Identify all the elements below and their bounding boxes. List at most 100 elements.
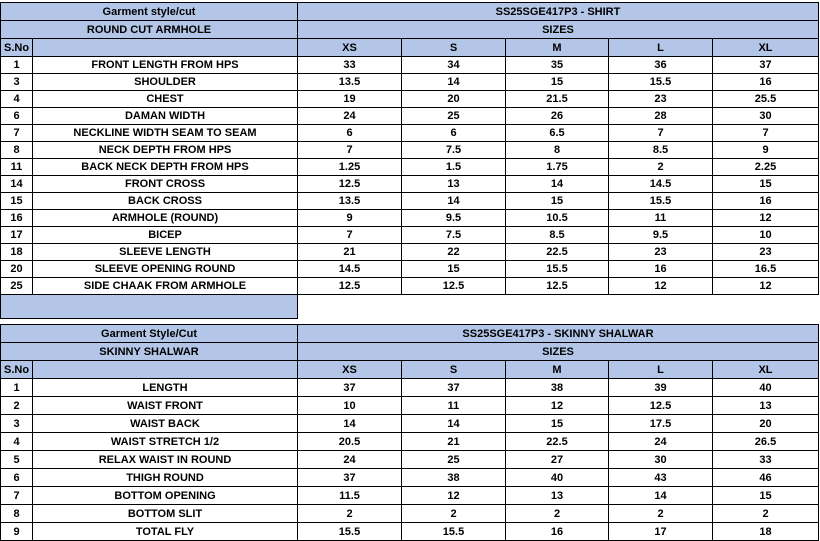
measurement-value: 12 [608, 277, 713, 295]
sno: 14 [0, 175, 33, 193]
sno: 8 [0, 504, 33, 523]
measurement-value: 37 [712, 56, 819, 74]
measurement-value: 27 [505, 450, 609, 469]
measurement-value: 15.5 [608, 73, 713, 91]
sno: 4 [0, 90, 33, 108]
measurement-value: 11.5 [297, 486, 402, 505]
measurement-value: 24 [297, 450, 402, 469]
measurement-value: 11 [401, 396, 506, 415]
size-header: XS [297, 360, 402, 379]
measurement-value: 30 [712, 107, 819, 125]
measurement-value: 12.5 [608, 396, 713, 415]
size-header: M [505, 360, 609, 379]
measurement-value: 9.5 [608, 226, 713, 244]
size-header: S [401, 360, 506, 379]
measurement-value: 25 [401, 107, 506, 125]
measurement-value: 9 [297, 209, 402, 227]
measurement-value: 12.5 [297, 277, 402, 295]
sno-header: S.No [0, 360, 33, 379]
measurement-value: 16 [608, 260, 713, 278]
measurement-name: SIDE CHAAK FROM ARMHOLE [32, 277, 298, 295]
blank-header [32, 38, 298, 57]
size-header: XL [712, 360, 819, 379]
measurement-value: 15.5 [401, 522, 506, 541]
sno: 11 [0, 158, 33, 176]
measurement-value: 21 [401, 432, 506, 451]
measurement-value: 15.5 [505, 260, 609, 278]
measurement-value: 22.5 [505, 243, 609, 261]
measurement-value: 13.5 [297, 192, 402, 210]
sno: 6 [0, 107, 33, 125]
sno: 7 [0, 486, 33, 505]
measurement-value: 10.5 [505, 209, 609, 227]
measurement-value: 6 [401, 124, 506, 142]
measurement-value: 11 [608, 209, 713, 227]
measurement-value: 15 [505, 73, 609, 91]
sno-header: S.No [0, 38, 33, 57]
measurement-value: 16 [712, 73, 819, 91]
sno: 25 [0, 277, 33, 295]
measurement-value: 2 [505, 504, 609, 523]
measurement-value: 7 [712, 124, 819, 142]
measurement-value: 37 [297, 378, 402, 397]
sno: 2 [0, 396, 33, 415]
measurement-value: 12 [505, 396, 609, 415]
measurement-value: 14 [401, 192, 506, 210]
cut-label: SKINNY SHALWAR [0, 342, 298, 361]
measurement-name: NECKLINE WIDTH SEAM TO SEAM [32, 124, 298, 142]
measurement-name: NECK DEPTH FROM HPS [32, 141, 298, 159]
measurement-value: 33 [712, 450, 819, 469]
measurement-name: SHOULDER [32, 73, 298, 91]
measurement-value: 12 [712, 209, 819, 227]
measurement-value: 25.5 [712, 90, 819, 108]
measurement-value: 43 [608, 468, 713, 487]
measurement-value: 14 [608, 486, 713, 505]
measurement-value: 9 [712, 141, 819, 159]
measurement-value: 26 [505, 107, 609, 125]
sno: 18 [0, 243, 33, 261]
sno: 1 [0, 378, 33, 397]
measurement-value: 14.5 [608, 175, 713, 193]
measurement-value: 28 [608, 107, 713, 125]
measurement-value: 7 [297, 226, 402, 244]
measurement-value: 8.5 [608, 141, 713, 159]
measurement-value: 2 [297, 504, 402, 523]
measurement-name: BOTTOM SLIT [32, 504, 298, 523]
measurement-value: 25 [401, 450, 506, 469]
measurement-value: 34 [401, 56, 506, 74]
measurement-value: 17 [608, 522, 713, 541]
measurement-value: 12.5 [505, 277, 609, 295]
size-header: XL [712, 38, 819, 57]
measurement-value: 9.5 [401, 209, 506, 227]
measurement-value: 30 [608, 450, 713, 469]
sno: 17 [0, 226, 33, 244]
measurement-value: 23 [712, 243, 819, 261]
measurement-value: 12 [712, 277, 819, 295]
measurement-value: 2.25 [712, 158, 819, 176]
measurement-value: 20 [712, 414, 819, 433]
size-header: L [608, 360, 713, 379]
blank-row [0, 294, 298, 319]
measurement-value: 24 [297, 107, 402, 125]
measurement-value: 2 [401, 504, 506, 523]
measurement-name: BACK NECK DEPTH FROM HPS [32, 158, 298, 176]
measurement-value: 16 [712, 192, 819, 210]
measurement-value: 46 [712, 468, 819, 487]
sno: 8 [0, 141, 33, 159]
measurement-value: 1.25 [297, 158, 402, 176]
measurement-value: 22 [401, 243, 506, 261]
sno: 6 [0, 468, 33, 487]
measurement-value: 15 [712, 486, 819, 505]
style-code: SS25SGE417P3 - SKINNY SHALWAR [297, 324, 819, 343]
measurement-value: 14 [401, 414, 506, 433]
measurement-name: RELAX WAIST IN ROUND [32, 450, 298, 469]
sno: 3 [0, 73, 33, 91]
sno: 3 [0, 414, 33, 433]
measurement-name: CHEST [32, 90, 298, 108]
measurement-value: 15 [505, 192, 609, 210]
measurement-value: 1.5 [401, 158, 506, 176]
measurement-value: 6 [297, 124, 402, 142]
measurement-value: 38 [401, 468, 506, 487]
style-label: Garment style/cut [0, 2, 298, 21]
